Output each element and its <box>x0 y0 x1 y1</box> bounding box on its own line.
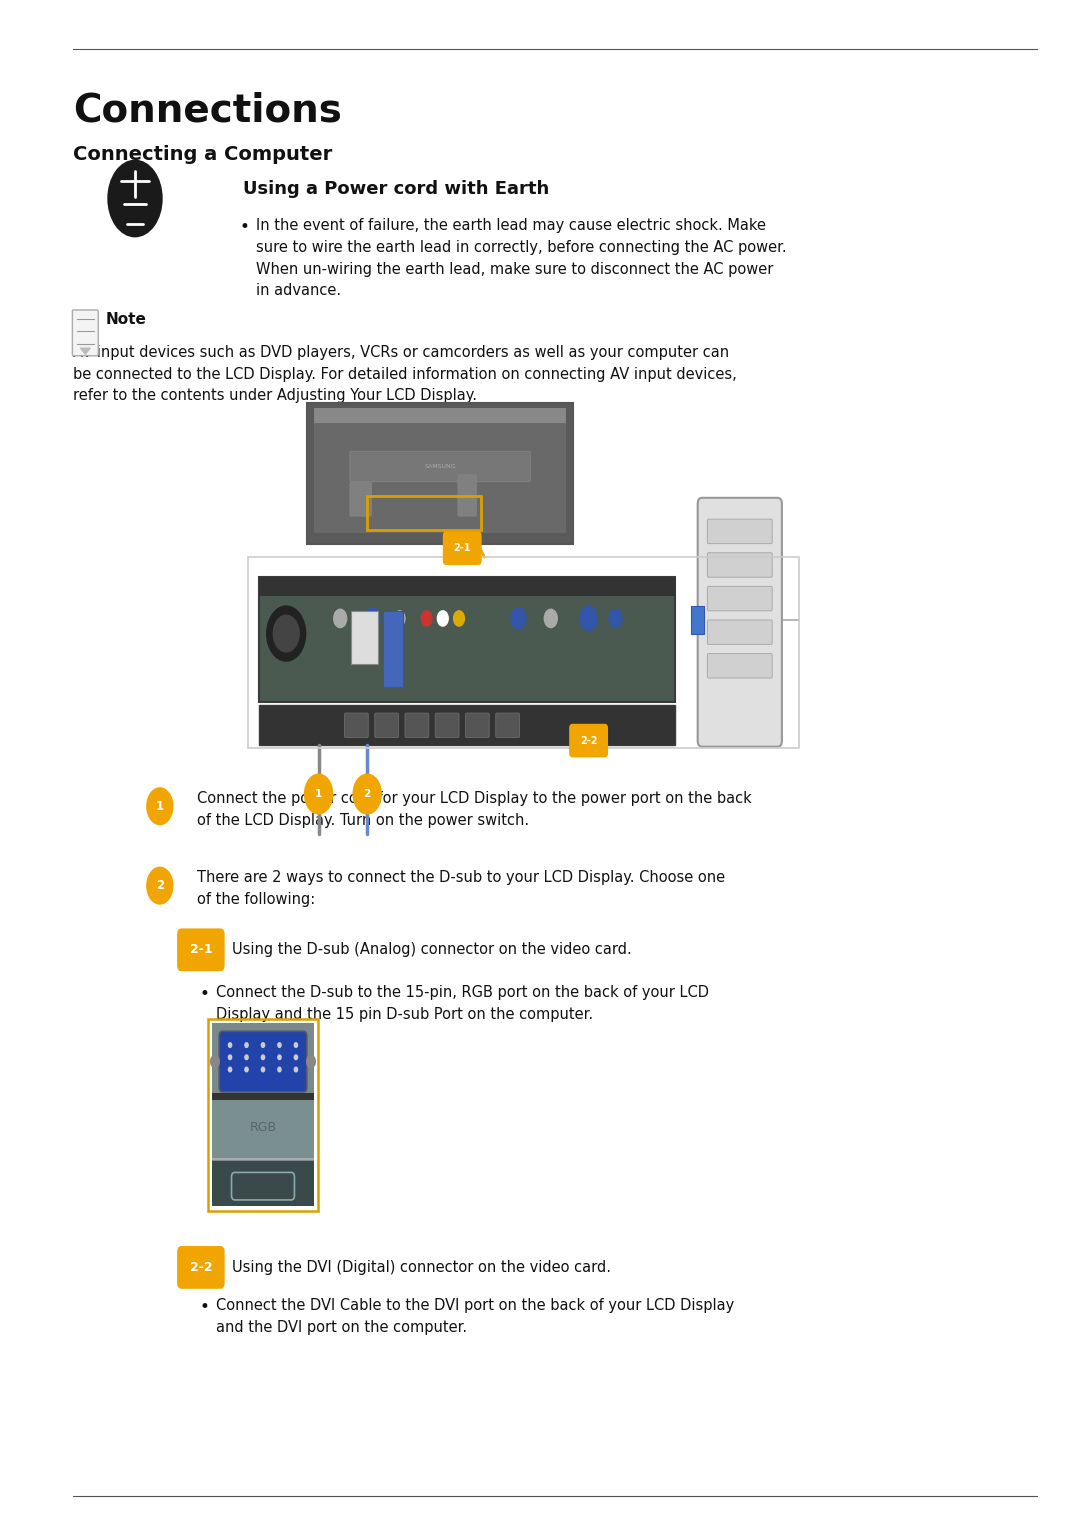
Text: •: • <box>240 218 249 237</box>
Circle shape <box>267 606 306 661</box>
FancyBboxPatch shape <box>691 606 704 634</box>
Circle shape <box>261 1055 265 1060</box>
FancyBboxPatch shape <box>383 611 403 687</box>
FancyBboxPatch shape <box>465 713 489 738</box>
Text: 2-2: 2-2 <box>190 1261 212 1274</box>
Circle shape <box>229 1055 232 1060</box>
FancyBboxPatch shape <box>219 1031 307 1092</box>
Text: Connecting a Computer: Connecting a Computer <box>73 145 333 163</box>
Text: 2-1: 2-1 <box>190 944 212 956</box>
FancyBboxPatch shape <box>707 654 772 678</box>
Circle shape <box>245 1043 248 1048</box>
FancyBboxPatch shape <box>259 577 675 596</box>
FancyBboxPatch shape <box>314 414 566 533</box>
Circle shape <box>278 1055 281 1060</box>
Polygon shape <box>81 348 90 354</box>
Circle shape <box>147 788 173 825</box>
Circle shape <box>580 606 597 631</box>
FancyBboxPatch shape <box>569 724 608 757</box>
FancyBboxPatch shape <box>707 519 772 544</box>
Circle shape <box>353 774 381 814</box>
Text: Using the D-sub (Analog) connector on the video card.: Using the D-sub (Analog) connector on th… <box>232 942 632 957</box>
Circle shape <box>305 774 333 814</box>
Text: Connections: Connections <box>73 92 342 130</box>
Circle shape <box>278 1067 281 1072</box>
FancyBboxPatch shape <box>212 1161 314 1206</box>
Circle shape <box>294 1067 298 1072</box>
Text: 2: 2 <box>364 789 370 799</box>
Circle shape <box>229 1067 232 1072</box>
FancyBboxPatch shape <box>212 1157 314 1159</box>
Text: Connect the DVI Cable to the DVI port on the back of your LCD Display
and the DV: Connect the DVI Cable to the DVI port on… <box>216 1298 734 1335</box>
FancyBboxPatch shape <box>375 713 399 738</box>
Circle shape <box>294 1055 298 1060</box>
FancyBboxPatch shape <box>177 1246 225 1289</box>
Text: 1: 1 <box>156 800 164 812</box>
Circle shape <box>211 1055 219 1067</box>
FancyBboxPatch shape <box>405 713 429 738</box>
Text: SAMSUNG: SAMSUNG <box>424 464 456 469</box>
Text: •: • <box>200 1298 210 1316</box>
Text: There are 2 ways to connect the D-sub to your LCD Display. Choose one
of the fol: There are 2 ways to connect the D-sub to… <box>197 870 725 907</box>
Circle shape <box>261 1067 265 1072</box>
FancyBboxPatch shape <box>351 611 378 664</box>
Circle shape <box>394 611 405 626</box>
Circle shape <box>334 609 347 628</box>
Circle shape <box>261 1043 265 1048</box>
Circle shape <box>278 1043 281 1048</box>
FancyBboxPatch shape <box>212 1093 314 1099</box>
FancyBboxPatch shape <box>707 620 772 644</box>
FancyBboxPatch shape <box>345 713 368 738</box>
FancyBboxPatch shape <box>72 310 98 356</box>
FancyBboxPatch shape <box>212 1023 314 1096</box>
Text: 1: 1 <box>315 789 322 799</box>
FancyBboxPatch shape <box>458 475 476 516</box>
FancyBboxPatch shape <box>350 452 530 481</box>
FancyBboxPatch shape <box>307 403 573 544</box>
FancyBboxPatch shape <box>496 713 519 738</box>
Circle shape <box>245 1055 248 1060</box>
FancyBboxPatch shape <box>259 705 675 745</box>
Circle shape <box>245 1067 248 1072</box>
Text: 2: 2 <box>156 880 164 892</box>
Text: Using a Power cord with Earth: Using a Power cord with Earth <box>243 180 550 199</box>
FancyBboxPatch shape <box>177 928 225 971</box>
Circle shape <box>421 611 432 626</box>
Text: 2-2: 2-2 <box>580 736 597 745</box>
FancyBboxPatch shape <box>259 577 675 702</box>
Circle shape <box>229 1043 232 1048</box>
Circle shape <box>307 1055 315 1067</box>
Circle shape <box>454 611 464 626</box>
Text: Connect the D-sub to the 15-pin, RGB port on the back of your LCD
Display and th: Connect the D-sub to the 15-pin, RGB por… <box>216 985 708 1022</box>
Text: 2-1: 2-1 <box>454 544 471 553</box>
FancyBboxPatch shape <box>707 553 772 577</box>
FancyBboxPatch shape <box>350 483 372 516</box>
Text: RGB: RGB <box>249 1121 276 1135</box>
FancyBboxPatch shape <box>314 408 566 423</box>
Circle shape <box>437 611 448 626</box>
Circle shape <box>108 160 162 237</box>
Text: Using the DVI (Digital) connector on the video card.: Using the DVI (Digital) connector on the… <box>232 1260 611 1275</box>
FancyBboxPatch shape <box>698 498 782 747</box>
Circle shape <box>511 608 526 629</box>
FancyBboxPatch shape <box>443 531 482 565</box>
Text: Connect the power cord for your LCD Display to the power port on the back
of the: Connect the power cord for your LCD Disp… <box>197 791 752 828</box>
Circle shape <box>147 867 173 904</box>
FancyBboxPatch shape <box>212 1095 314 1161</box>
Text: AV input devices such as DVD players, VCRs or camcorders as well as your compute: AV input devices such as DVD players, VC… <box>73 345 738 403</box>
Circle shape <box>365 608 380 629</box>
Text: •: • <box>200 985 210 1003</box>
FancyBboxPatch shape <box>435 713 459 738</box>
FancyBboxPatch shape <box>707 586 772 611</box>
Text: In the event of failure, the earth lead may cause electric shock. Make
sure to w: In the event of failure, the earth lead … <box>256 218 786 298</box>
Circle shape <box>544 609 557 628</box>
Circle shape <box>294 1043 298 1048</box>
Circle shape <box>609 609 622 628</box>
Circle shape <box>273 615 299 652</box>
Text: Note: Note <box>106 312 147 327</box>
